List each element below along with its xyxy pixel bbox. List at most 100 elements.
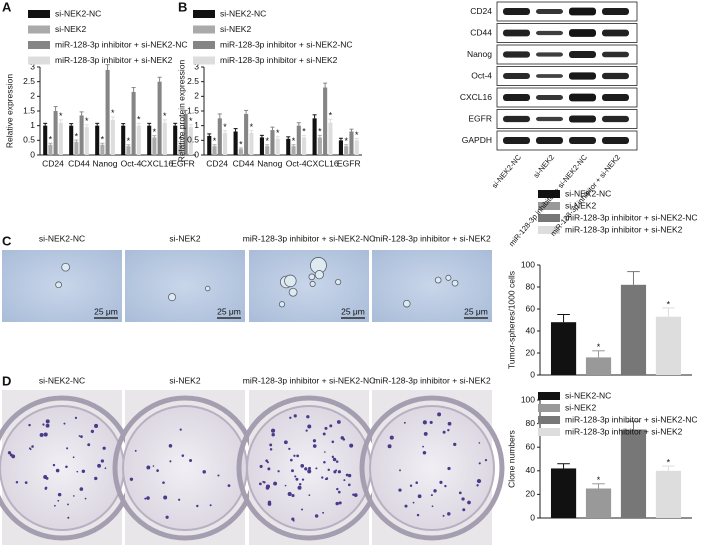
significance-mark: * (85, 116, 89, 126)
colony (324, 478, 327, 481)
error-bar (178, 142, 183, 145)
legend-label: miR-128-3p inhibitor + si-NEK2 (220, 55, 338, 65)
colony (288, 447, 291, 451)
y-tick-label: 60 (526, 303, 536, 313)
error-bar (48, 142, 53, 145)
blot-band (503, 51, 530, 58)
colony (289, 416, 292, 419)
error-bar (183, 109, 188, 114)
legend-label: miR-128-3p inhibitor + si-NEK2-NC (565, 212, 698, 222)
colony (308, 466, 311, 470)
colony (291, 494, 295, 498)
blot-frame (496, 130, 638, 151)
colony (307, 469, 312, 474)
error-bar (147, 122, 152, 126)
error-bar (291, 144, 296, 147)
colony (301, 508, 304, 511)
colony (97, 463, 102, 468)
colony (67, 503, 69, 506)
colony (144, 497, 147, 500)
error-bar (296, 122, 301, 126)
colony (134, 449, 137, 452)
colony (312, 439, 317, 443)
significance-mark: * (355, 130, 359, 140)
error-bar (58, 119, 63, 123)
blot-band (602, 29, 629, 37)
y-tick-label: 20 (526, 489, 536, 499)
blot-band (602, 51, 629, 58)
significance-mark: * (597, 342, 601, 352)
error-bar (627, 271, 640, 285)
significance-mark: * (276, 128, 280, 138)
y-tick-label: 1.5 (187, 105, 199, 115)
colony (467, 500, 471, 505)
bar (620, 429, 647, 518)
error-bar (302, 134, 307, 138)
colony (84, 497, 87, 500)
significance-mark: * (153, 127, 157, 137)
colony (293, 454, 296, 457)
error-bar (244, 109, 249, 114)
colony (55, 468, 60, 473)
colony (447, 421, 452, 426)
colony (269, 443, 273, 447)
colony (333, 470, 337, 474)
x-tick-label: Oct-4 (286, 158, 307, 168)
colony (429, 420, 433, 425)
y-tick-label: 40 (526, 465, 536, 475)
colony (308, 494, 311, 497)
bar (157, 81, 162, 155)
error-bar (344, 144, 349, 147)
micrograph (125, 250, 245, 322)
colony (353, 493, 358, 497)
y-tick-label: 2.5 (187, 76, 199, 86)
error-bar (53, 106, 58, 111)
blot-band (569, 72, 596, 80)
legend-swatch (538, 416, 560, 424)
error-bar (95, 122, 100, 126)
colony (298, 483, 302, 486)
y-axis-label: Relative expression (4, 74, 14, 148)
colony (398, 488, 402, 492)
colony (259, 482, 262, 486)
bar (207, 135, 212, 155)
x-tick-label: CD44 (68, 158, 90, 168)
blot-band (503, 94, 530, 101)
colony (259, 464, 263, 469)
significance-mark: * (292, 136, 296, 146)
colony (331, 455, 335, 459)
error-bar (162, 119, 167, 123)
significance-mark: * (59, 111, 63, 121)
error-bar (207, 133, 212, 136)
cell (445, 274, 452, 281)
colony (290, 458, 293, 462)
legend-swatch (538, 202, 560, 210)
blot-band (503, 73, 530, 79)
error-bar (121, 123, 126, 126)
colony (227, 484, 231, 487)
error-bar (126, 144, 131, 147)
bar (126, 146, 131, 155)
colony (189, 458, 193, 462)
blot-band (536, 52, 563, 57)
legend-swatch (538, 214, 560, 222)
legend-swatch (28, 41, 50, 49)
colony (335, 501, 339, 506)
significance-mark: * (137, 115, 141, 125)
bar (249, 133, 254, 155)
colony (7, 451, 12, 455)
colony (439, 480, 443, 484)
error-bar (105, 64, 110, 70)
colony (458, 491, 462, 495)
colony (146, 496, 150, 500)
colony (447, 512, 451, 516)
cell (168, 293, 177, 302)
colony (283, 440, 288, 445)
bar (223, 133, 228, 155)
lane-label: si-NEK2 (531, 153, 556, 180)
bar (183, 113, 188, 155)
colony (291, 469, 294, 473)
legend-swatch (28, 10, 50, 18)
colony (431, 505, 434, 508)
y-tick-label: 2.5 (23, 76, 35, 86)
